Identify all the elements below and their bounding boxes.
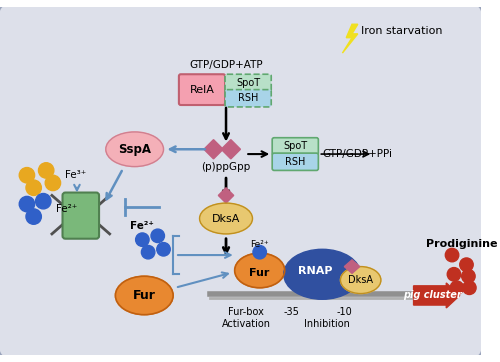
- Text: RSH: RSH: [238, 93, 258, 103]
- Text: RNAP: RNAP: [298, 266, 332, 277]
- Text: DksA: DksA: [212, 214, 240, 223]
- Text: Fur-box: Fur-box: [228, 307, 264, 317]
- Text: Prodiginine: Prodiginine: [426, 239, 498, 249]
- Circle shape: [26, 209, 42, 224]
- Polygon shape: [221, 140, 240, 159]
- Polygon shape: [344, 260, 360, 273]
- Circle shape: [19, 168, 34, 183]
- Text: SspA: SspA: [118, 143, 151, 156]
- FancyBboxPatch shape: [225, 74, 271, 92]
- FancyBboxPatch shape: [272, 153, 318, 171]
- Circle shape: [460, 258, 473, 272]
- Text: Inhibition: Inhibition: [304, 319, 350, 329]
- Polygon shape: [342, 24, 358, 53]
- FancyArrow shape: [414, 283, 460, 308]
- Text: Fe²⁺: Fe²⁺: [130, 221, 154, 231]
- Circle shape: [45, 175, 60, 191]
- Circle shape: [253, 245, 266, 259]
- FancyBboxPatch shape: [0, 2, 484, 360]
- FancyBboxPatch shape: [272, 138, 318, 155]
- Circle shape: [462, 269, 475, 283]
- Text: Activation: Activation: [222, 319, 270, 329]
- Ellipse shape: [234, 253, 284, 288]
- Circle shape: [462, 281, 476, 295]
- Polygon shape: [204, 140, 223, 159]
- Text: Fur: Fur: [133, 289, 156, 302]
- Text: (p)ppGpp: (p)ppGpp: [202, 161, 250, 172]
- Text: Fe²⁺: Fe²⁺: [250, 240, 269, 249]
- Text: DksA: DksA: [348, 275, 373, 285]
- Text: -35: -35: [284, 307, 300, 317]
- Text: RSH: RSH: [285, 157, 306, 167]
- Text: RelA: RelA: [190, 85, 214, 94]
- Circle shape: [26, 180, 42, 195]
- Ellipse shape: [106, 132, 164, 167]
- FancyBboxPatch shape: [179, 74, 225, 105]
- Text: Fur: Fur: [250, 268, 270, 278]
- Text: Fe³⁺: Fe³⁺: [66, 170, 86, 180]
- Text: -10: -10: [336, 307, 352, 317]
- Text: SpoT: SpoT: [283, 142, 308, 151]
- Ellipse shape: [116, 276, 173, 315]
- Text: pig cluster: pig cluster: [404, 290, 462, 300]
- Text: Fe²⁺: Fe²⁺: [56, 204, 77, 214]
- Circle shape: [447, 268, 460, 281]
- Text: SpoT: SpoT: [236, 78, 260, 88]
- Circle shape: [38, 163, 54, 178]
- Text: GTP/GDP+ATP: GTP/GDP+ATP: [189, 60, 263, 70]
- Circle shape: [136, 233, 149, 247]
- Ellipse shape: [284, 249, 360, 299]
- Circle shape: [36, 194, 51, 209]
- Circle shape: [157, 243, 170, 256]
- Ellipse shape: [340, 266, 381, 294]
- Circle shape: [450, 281, 464, 295]
- Circle shape: [142, 245, 155, 259]
- Circle shape: [446, 248, 459, 262]
- FancyBboxPatch shape: [225, 90, 271, 107]
- Text: GTP/GDP+PPi: GTP/GDP+PPi: [322, 149, 392, 159]
- FancyBboxPatch shape: [62, 193, 99, 239]
- Polygon shape: [218, 188, 234, 203]
- Ellipse shape: [200, 203, 252, 234]
- Circle shape: [19, 197, 34, 212]
- Text: Iron starvation: Iron starvation: [360, 26, 442, 36]
- Circle shape: [151, 229, 164, 243]
